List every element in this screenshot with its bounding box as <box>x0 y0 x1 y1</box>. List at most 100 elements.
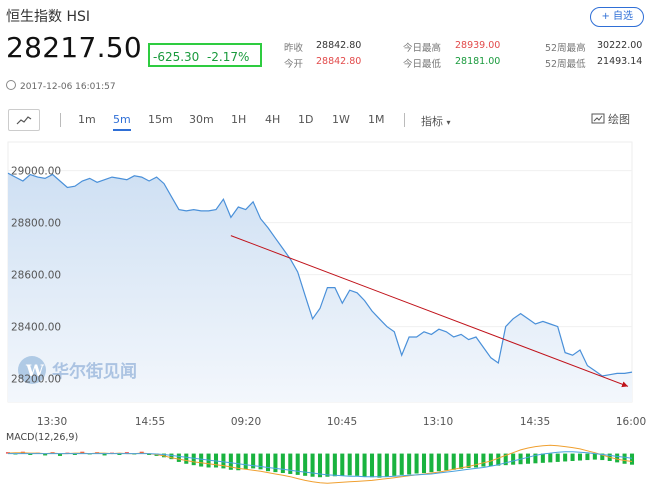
x-tick-label: 16:00 <box>616 416 646 428</box>
macd-histogram-bar <box>525 453 531 464</box>
clock-icon <box>6 80 16 90</box>
macd-histogram-bar <box>555 453 560 462</box>
y-axis: 29000.00 28800.00 28600.00 28400.00 28200.00 <box>11 166 61 386</box>
prev-close-value: 28842.80 <box>316 40 362 51</box>
macd-histogram-bar <box>295 453 300 475</box>
x-tick-label: 10:45 <box>327 416 357 428</box>
macd-histogram-bar <box>124 452 129 454</box>
draw-tool-button[interactable]: 绘图 <box>591 111 630 127</box>
add-to-watchlist-button[interactable]: + 自选 <box>590 7 644 27</box>
toolbar-divider <box>60 113 61 127</box>
macd-histogram-bar <box>355 453 360 476</box>
52wk-high-label: 52周最高 <box>545 43 586 54</box>
period-1m[interactable]: 1m <box>78 113 96 126</box>
macd-histogram-bar <box>481 453 486 467</box>
period-1w[interactable]: 1W <box>332 113 350 126</box>
macd-histogram-bar <box>310 453 315 477</box>
chart-type-button[interactable] <box>8 109 40 131</box>
52wk-high-value: 30222.00 <box>597 40 643 51</box>
price-change: -625.30 <box>153 50 200 64</box>
macd-histogram-bar <box>421 453 427 474</box>
period-15m[interactable]: 15m <box>148 113 173 126</box>
52wk-low-label: 52周最低 <box>545 59 586 70</box>
macd-histogram-bar <box>577 453 583 461</box>
high-label: 今日最高 <box>403 43 442 54</box>
macd-histogram-bar <box>265 453 271 472</box>
macd-histogram-bar <box>377 453 382 478</box>
macd-histogram-bar <box>221 453 226 469</box>
draw-label: 绘图 <box>608 113 630 126</box>
price-change-box: -625.30 -2.17% <box>148 43 262 67</box>
chart-toolbar: 1m 5m 15m 30m 1H 4H 1D 1W 1M 指标 ▾ 绘图 <box>0 106 656 134</box>
period-1mo[interactable]: 1M <box>368 113 385 126</box>
price-change-percent: -2.17% <box>206 50 250 64</box>
period-30m[interactable]: 30m <box>189 113 214 126</box>
x-axis: 13:30 14:55 09:20 10:45 13:10 14:35 16:00 <box>37 416 646 428</box>
macd-histogram-bar <box>563 453 568 462</box>
macd-histogram-bar <box>585 453 590 461</box>
macd-histogram-bar <box>473 453 479 468</box>
draw-icon <box>591 113 605 124</box>
price-area-fill <box>8 173 632 402</box>
index-title: 恒生指数 HSI <box>6 9 90 25</box>
line-chart-icon <box>16 116 32 125</box>
x-tick-label: 14:55 <box>135 416 165 428</box>
watermark-logo-letter: W <box>25 361 45 380</box>
macd-histogram-bar <box>236 453 241 471</box>
quote-stats: 昨收 28842.80 今开 28842.80 今日最高 28939.00 今日… <box>0 0 656 80</box>
macd-histogram-bar <box>384 453 389 477</box>
macd-histogram-bar <box>503 453 508 466</box>
macd-histogram-bar <box>340 453 345 476</box>
macd-histogram-bar <box>102 453 107 456</box>
current-price: 28217.50 <box>6 31 143 64</box>
macd-histogram-bar <box>176 453 181 462</box>
macd-histogram-bar <box>570 453 575 461</box>
macd-histogram-bar <box>317 453 323 478</box>
macd-histogram-bar <box>228 453 233 470</box>
macd-histogram-bar <box>407 453 412 475</box>
price-chart[interactable]: W 华尔街见闻 29000.00 28800.00 28600.00 28400.00… <box>0 140 656 488</box>
prev-close-label: 昨收 <box>284 43 304 54</box>
period-1h[interactable]: 1H <box>231 113 247 126</box>
macd-histogram-bar <box>273 453 278 473</box>
macd-histogram-bar <box>629 453 635 465</box>
timestamp-text: 2017-12-06 16:01:57 <box>20 82 116 92</box>
macd-histogram-bar <box>57 453 63 456</box>
watermark-text: 华尔街见闻 <box>52 361 137 382</box>
macd-histogram-bar <box>548 453 553 463</box>
macd-histogram-bar <box>147 453 152 455</box>
macd-histogram-bar <box>325 453 330 477</box>
macd-histogram-bar <box>369 453 375 478</box>
macd-panel <box>5 444 635 484</box>
macd-histogram-bar <box>392 453 397 476</box>
macd-histogram-bar <box>600 453 605 461</box>
macd-histogram-bar <box>251 453 256 469</box>
macd-histogram-bar <box>258 453 263 470</box>
open-value: 28842.80 <box>316 56 362 67</box>
macd-histogram-bar <box>43 453 48 456</box>
macd-histogram-bar <box>303 453 308 476</box>
period-1d[interactable]: 1D <box>298 113 314 126</box>
macd-histogram-bar <box>288 453 293 474</box>
macd-histogram-bar <box>488 453 493 467</box>
macd-histogram-bar <box>615 453 620 463</box>
indicator-dropdown[interactable]: 指标 ▾ <box>421 113 451 129</box>
period-5m[interactable]: 5m <box>113 113 131 131</box>
macd-histogram-bar <box>459 453 464 469</box>
macd-histogram-bar <box>332 453 337 477</box>
macd-histogram-bar <box>592 453 597 460</box>
macd-histogram-bar <box>191 453 196 466</box>
macd-histogram-bar <box>496 453 501 466</box>
macd-histogram-bar <box>72 453 77 455</box>
macd-histogram-bar <box>199 453 204 467</box>
macd-histogram-bar <box>399 453 404 475</box>
macd-histogram-bar <box>622 453 627 464</box>
trend-annotation <box>230 235 629 388</box>
macd-histogram-bar <box>540 453 545 463</box>
52wk-low-value: 21493.14 <box>597 56 643 67</box>
macd-histogram-bar <box>511 453 516 465</box>
macd-dea-line <box>8 451 633 478</box>
indicator-label: 指标 <box>421 115 443 128</box>
toolbar-divider <box>404 113 405 127</box>
period-4h[interactable]: 4H <box>265 113 281 126</box>
